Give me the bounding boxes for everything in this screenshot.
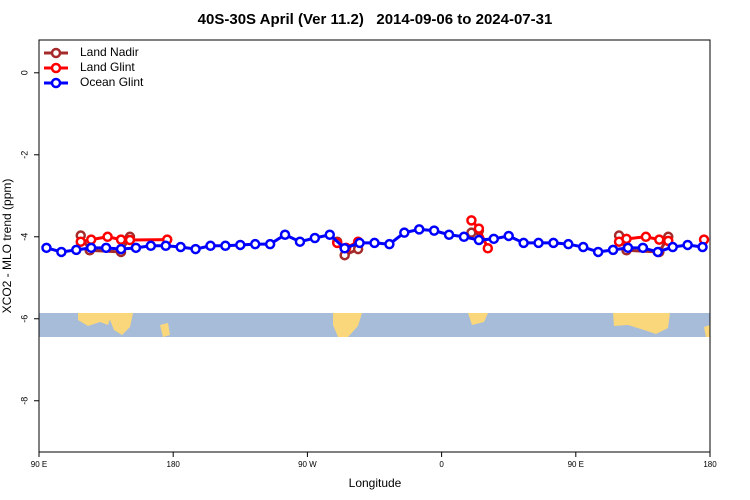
x-tick-label: 0 <box>439 460 444 469</box>
data-point <box>339 243 350 254</box>
legend-label: Land Glint <box>80 60 135 74</box>
data-point <box>160 240 171 252</box>
data-point <box>443 229 455 240</box>
legend-marker <box>50 77 62 89</box>
data-point <box>488 233 500 245</box>
data-point <box>71 244 82 256</box>
x-tick-label: 180 <box>703 460 717 469</box>
data-point <box>294 236 306 247</box>
data-point <box>518 237 529 249</box>
y-tick-label: -8 <box>19 397 29 405</box>
data-point <box>130 242 142 254</box>
data-point <box>205 240 216 252</box>
x-tick-label: 180 <box>167 460 181 469</box>
data-point <box>667 241 678 253</box>
data-point <box>482 243 494 254</box>
data-point <box>85 242 97 254</box>
data-point <box>190 243 201 255</box>
data-point <box>413 224 425 235</box>
chart-title: 40S-30S April (Ver 11.2) 2014-09-06 to 2… <box>198 11 553 28</box>
data-point <box>622 242 634 254</box>
data-point <box>85 234 97 245</box>
y-tick-label: -6 <box>19 315 29 323</box>
data-point <box>473 223 485 234</box>
data-point <box>428 225 440 236</box>
data-point <box>654 234 665 245</box>
y-tick-label: 0 <box>19 70 29 75</box>
data-point <box>399 227 410 238</box>
data-point <box>115 234 127 245</box>
data-point <box>75 236 87 247</box>
data-point <box>115 243 127 255</box>
data-point <box>124 234 136 246</box>
data-point <box>640 231 652 243</box>
x-tick-label: 90 E <box>568 460 584 469</box>
plot-frame <box>38 39 711 453</box>
data-point <box>548 237 559 249</box>
series <box>41 224 708 258</box>
data-point <box>220 240 231 252</box>
x-axis-label: Longitude <box>349 476 402 490</box>
y-axis-label: XCO2 - MLO trend (ppm) <box>0 179 14 314</box>
data-point <box>100 242 112 254</box>
data-point <box>309 232 321 244</box>
y-tick-label: -4 <box>19 233 29 241</box>
y-tick-label: -2 <box>19 151 29 159</box>
data-point <box>578 241 589 253</box>
data-point <box>102 231 113 243</box>
map-strip <box>39 313 710 337</box>
data-point <box>249 238 261 250</box>
data-point <box>175 241 186 253</box>
data-point <box>682 239 693 251</box>
data-point <box>458 231 470 243</box>
legend-label: Ocean Glint <box>80 75 144 89</box>
data-point <box>592 246 604 258</box>
data-point <box>279 229 291 240</box>
data-point <box>354 237 365 249</box>
data-point <box>56 246 67 258</box>
data-point <box>466 215 477 226</box>
data-point <box>235 239 246 251</box>
data-point <box>145 240 157 252</box>
legend-label: Land Nadir <box>80 45 139 59</box>
data-point <box>264 238 276 250</box>
x-tick-label: 90 W <box>298 460 317 469</box>
data-point <box>41 242 52 254</box>
data-point <box>384 238 395 250</box>
data-point <box>697 241 708 253</box>
data-point <box>621 233 632 245</box>
x-tick-label: 90 E <box>31 460 47 469</box>
data-point <box>533 237 544 249</box>
data-point <box>652 246 664 258</box>
data-point <box>369 237 380 249</box>
data-point <box>637 242 649 254</box>
legend-marker <box>50 47 62 59</box>
data-point <box>563 238 574 250</box>
data-point <box>607 244 619 256</box>
legend-marker <box>50 62 62 74</box>
data-point <box>473 234 485 246</box>
data-point <box>503 230 514 242</box>
data-point <box>324 229 336 240</box>
